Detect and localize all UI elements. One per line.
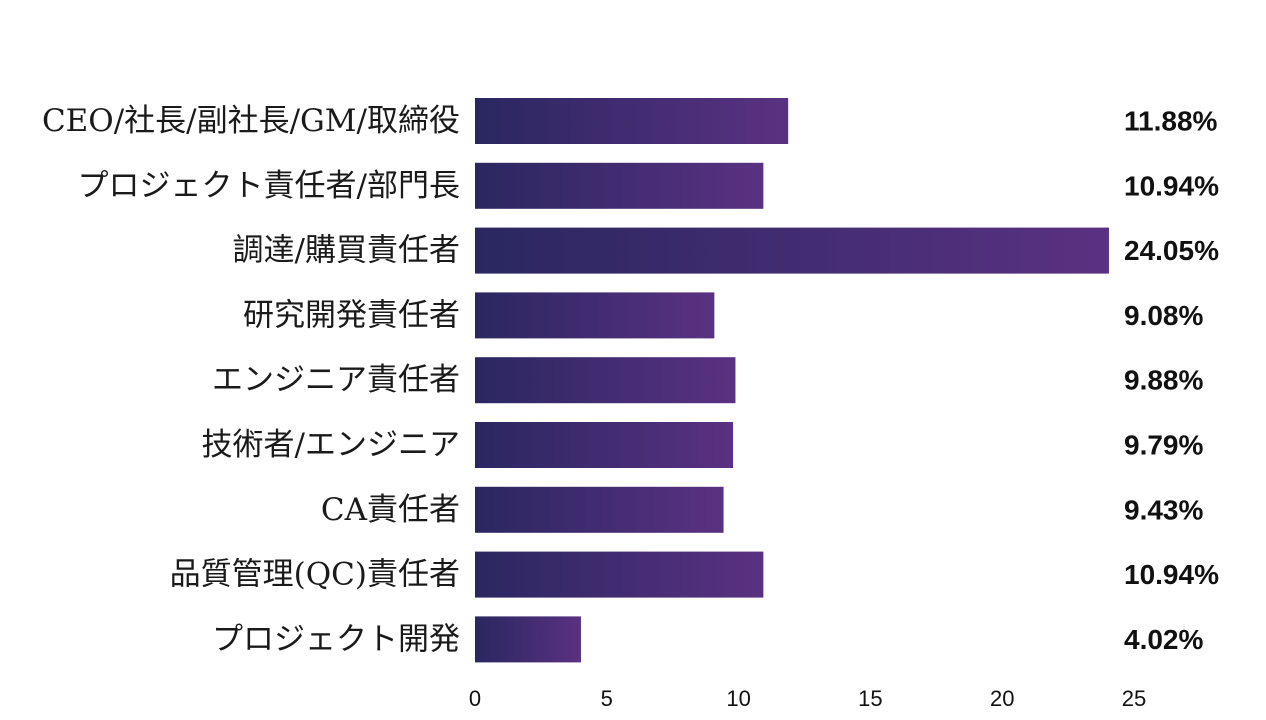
- value-label: 9.79%: [1124, 430, 1203, 461]
- category-label: 調達/購買責任者: [233, 233, 460, 269]
- x-tick-label: 20: [990, 686, 1014, 711]
- bar: [475, 486, 724, 533]
- bar: [475, 357, 736, 404]
- bar: [475, 616, 581, 663]
- value-label: 24.05%: [1124, 235, 1219, 266]
- category-label: プロジェクト責任者/部門長: [78, 168, 460, 204]
- bar: [475, 98, 789, 144]
- bar: [475, 162, 764, 209]
- x-tick-label: 15: [858, 686, 882, 711]
- category-label: エンジニア責任者: [212, 362, 460, 398]
- category-label: 研究開発責任者: [243, 297, 460, 333]
- value-label: 10.94%: [1124, 170, 1219, 201]
- category-label: CA責任者: [321, 492, 460, 528]
- value-label: 11.88%: [1124, 106, 1218, 137]
- x-tick-label: 0: [469, 686, 481, 711]
- x-tick-label: 5: [601, 686, 613, 711]
- x-tick-label: 25: [1122, 686, 1146, 711]
- value-label: 9.88%: [1124, 365, 1203, 396]
- bars-layer: [475, 98, 1109, 663]
- category-label: 技術者/エンジニア: [202, 427, 460, 463]
- x-tick-label: 10: [726, 686, 750, 711]
- value-label: 10.94%: [1124, 559, 1219, 590]
- category-label: 品質管理(QC)責任者: [170, 557, 460, 593]
- value-label: 9.08%: [1124, 300, 1203, 331]
- bar: [475, 292, 715, 339]
- category-labels: CEO/社長/副社長/GM/取締役プロジェクト責任者/部門長調達/購買責任者研究…: [42, 103, 460, 657]
- bar: [475, 227, 1109, 274]
- category-label: プロジェクト開発: [212, 621, 460, 657]
- value-label: 9.43%: [1124, 494, 1203, 525]
- bar: [475, 422, 734, 468]
- x-axis-ticks: 0 5 10 15 20 25: [469, 686, 1146, 711]
- value-labels: 11.88% 10.94% 24.05% 9.08% 9.88% 9.79% 9.43% 10…: [1124, 106, 1219, 655]
- category-label: CEO/社長/副社長/GM/取締役: [42, 103, 460, 139]
- value-label: 4.02%: [1124, 624, 1203, 655]
- bar: [475, 551, 764, 598]
